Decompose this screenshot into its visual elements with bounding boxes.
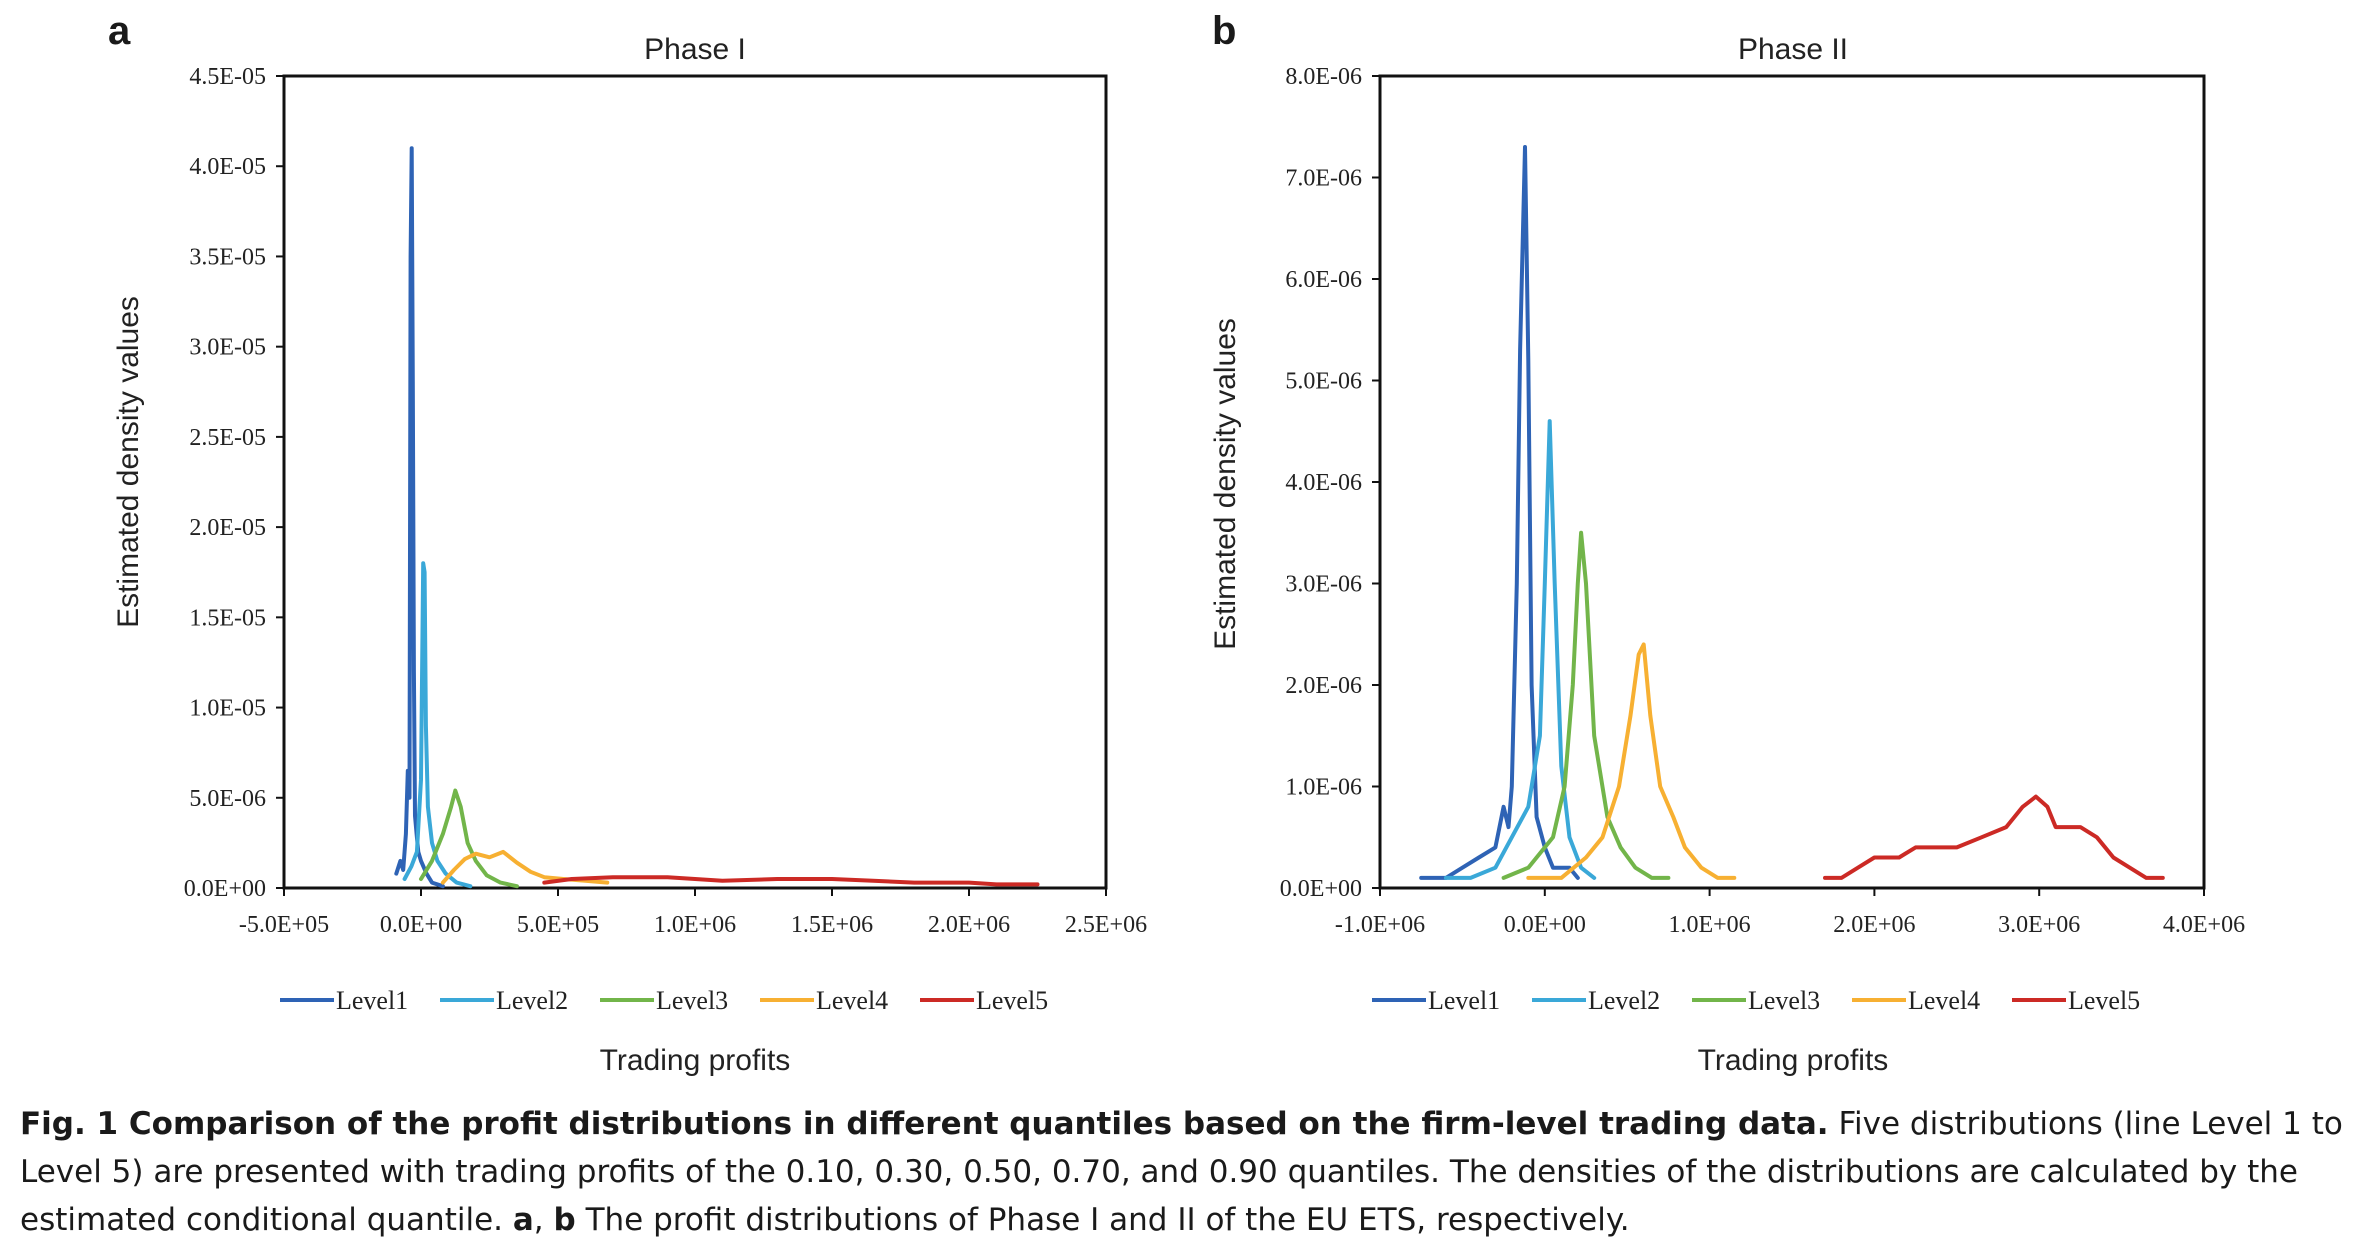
caption-bold-a: a bbox=[512, 1202, 534, 1238]
panel-letter-b: b bbox=[1212, 9, 1236, 53]
y-axis-label-a: Estimated density values bbox=[112, 296, 145, 628]
panel-letter-a: a bbox=[108, 9, 131, 53]
caption-bold-title: Fig. 1 Comparison of the profit distribu… bbox=[20, 1106, 1829, 1142]
legend-label-level1: Level1 bbox=[336, 986, 408, 1015]
series-line-level1 bbox=[1419, 145, 1580, 880]
caption-sep: , bbox=[533, 1202, 554, 1238]
x-axis-label-b: Trading profits bbox=[1698, 1044, 1889, 1077]
y-tick-label: 3.5E-05 bbox=[189, 244, 266, 270]
legend-label-level5: Level5 bbox=[976, 986, 1048, 1015]
legend-label-level4: Level4 bbox=[1908, 986, 1980, 1015]
y-tick-label: 4.0E-05 bbox=[189, 154, 266, 180]
series-line-level5 bbox=[1823, 794, 2165, 880]
y-tick-label: 5.0E-06 bbox=[189, 786, 266, 812]
figure-caption: Fig. 1 Comparison of the profit distribu… bbox=[20, 1100, 2350, 1244]
legend-label-level4: Level4 bbox=[816, 986, 888, 1015]
x-tick-label: 0.0E+00 bbox=[1504, 912, 1586, 938]
x-tick-label: 2.0E+06 bbox=[928, 912, 1010, 938]
caption-text-1: Five distributions (line Level 1 to Leve… bbox=[20, 1106, 2343, 1238]
y-tick-label: 1.0E-06 bbox=[1285, 775, 1362, 801]
x-tick-label: 5.0E+05 bbox=[517, 912, 599, 938]
x-tick-label: 2.5E+06 bbox=[1065, 912, 1147, 938]
plot-frame-a bbox=[282, 74, 1108, 890]
plot-frame-b bbox=[1378, 74, 2206, 890]
legend-label-level3: Level3 bbox=[1748, 986, 1820, 1015]
caption-bold-b: b bbox=[553, 1202, 576, 1238]
y-tick-label: 8.0E-06 bbox=[1285, 64, 1362, 90]
x-tick-label: 4.0E+06 bbox=[2163, 912, 2245, 938]
caption-text-2: The profit distributions of Phase I and … bbox=[575, 1202, 1630, 1238]
legend-label-level1: Level1 bbox=[1428, 986, 1500, 1015]
chart-title-b: Phase II bbox=[1738, 33, 1848, 66]
y-tick-label: 2.5E-05 bbox=[189, 425, 266, 451]
series-lines-b bbox=[1419, 145, 2165, 880]
series-lines-a bbox=[394, 146, 1040, 889]
y-tick-label: 2.0E-05 bbox=[189, 515, 266, 541]
legend-label-level2: Level2 bbox=[1588, 986, 1660, 1015]
series-line-level1 bbox=[394, 146, 445, 889]
x-tick-label: 3.0E+06 bbox=[1998, 912, 2080, 938]
x-tick-label: 2.0E+06 bbox=[1833, 912, 1915, 938]
y-tick-label: 3.0E-05 bbox=[189, 335, 266, 361]
y-tick-label: 2.0E-06 bbox=[1285, 673, 1362, 699]
series-line-level4 bbox=[1526, 642, 1737, 880]
x-tick-label: -1.0E+06 bbox=[1335, 912, 1425, 938]
legend-a: Level1 Level2 Level3 Level4 Level5 bbox=[280, 986, 1048, 1015]
panel-a: a Phase I Estimated density values Tradi… bbox=[108, 9, 1147, 1077]
series-line-level5 bbox=[542, 875, 1040, 887]
y-ticks-b: 0.0E+00 1.0E-06 2.0E-06 3.0E-06 4.0E-06 5.0E-… bbox=[1280, 64, 1380, 902]
y-tick-label: 5.0E-06 bbox=[1285, 369, 1362, 395]
panel-b: b Phase II Estimated density values Trad… bbox=[1209, 9, 2245, 1077]
y-tick-label: 0.0E+00 bbox=[1280, 876, 1362, 902]
y-tick-label: 1.0E-05 bbox=[189, 696, 266, 722]
x-tick-label: 1.0E+06 bbox=[1668, 912, 1750, 938]
x-ticks-a: -5.0E+05 0.0E+00 5.0E+05 1.0E+06 1.5E+06 2.0E… bbox=[239, 888, 1147, 938]
legend-b: Level1 Level2 Level3 Level4 Level5 bbox=[1372, 986, 2140, 1015]
x-ticks-b: -1.0E+06 0.0E+00 1.0E+06 2.0E+06 3.0E+06 4.0E… bbox=[1335, 888, 2245, 938]
chart-title-a: Phase I bbox=[644, 33, 746, 66]
y-axis-label-b: Estimated density values bbox=[1209, 318, 1242, 650]
y-tick-label: 7.0E-06 bbox=[1285, 166, 1362, 192]
x-axis-label-a: Trading profits bbox=[600, 1044, 791, 1077]
y-ticks-a: 0.0E+00 5.0E-06 1.0E-05 1.5E-05 2.0E-05 2.5E-… bbox=[184, 64, 284, 902]
y-tick-label: 6.0E-06 bbox=[1285, 267, 1362, 293]
y-tick-label: 4.5E-05 bbox=[189, 64, 266, 90]
legend-label-level2: Level2 bbox=[496, 986, 568, 1015]
y-tick-label: 4.0E-06 bbox=[1285, 470, 1362, 496]
legend-label-level5: Level5 bbox=[2068, 986, 2140, 1015]
series-line-level3 bbox=[419, 788, 519, 889]
x-tick-label: 0.0E+00 bbox=[380, 912, 462, 938]
y-tick-label: 3.0E-06 bbox=[1285, 572, 1362, 598]
series-line-level2 bbox=[402, 561, 473, 889]
x-tick-label: 1.5E+06 bbox=[791, 912, 873, 938]
legend-label-level3: Level3 bbox=[656, 986, 728, 1015]
y-tick-label: 1.5E-05 bbox=[189, 605, 266, 631]
y-tick-label: 0.0E+00 bbox=[184, 876, 266, 902]
series-line-level2 bbox=[1443, 419, 1597, 880]
x-tick-label: -5.0E+05 bbox=[239, 912, 329, 938]
series-line-level3 bbox=[1501, 530, 1671, 880]
x-tick-label: 1.0E+06 bbox=[654, 912, 736, 938]
